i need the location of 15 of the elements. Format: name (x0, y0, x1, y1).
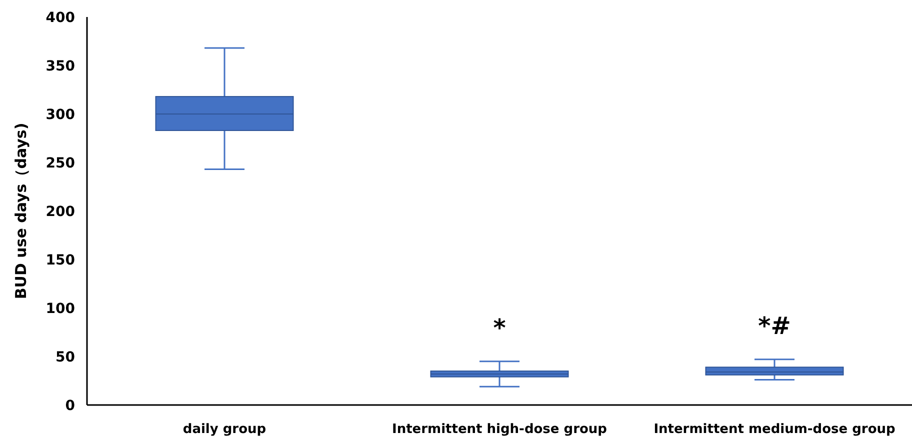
x-tick-label: Intermittent high-dose group (392, 422, 607, 437)
y-tick-label: 200 (46, 204, 76, 220)
y-tick-label: 300 (46, 106, 76, 123)
x-tick-label: Intermittent medium-dose group (654, 422, 896, 437)
y-tick-label: 150 (46, 252, 76, 268)
x-tick-label: daily group (182, 422, 266, 437)
annotation: *# (758, 312, 791, 340)
y-tick-label: 400 (46, 10, 76, 26)
y-tick-label: 50 (56, 349, 76, 366)
y-axis-title: BUD use days（days) (12, 122, 30, 300)
y-tick-label: 0 (65, 398, 76, 414)
y-tick-label: 350 (46, 58, 76, 74)
y-tick-label: 250 (46, 155, 76, 172)
y-tick-label: 100 (46, 300, 76, 317)
annotation: * (493, 314, 506, 342)
